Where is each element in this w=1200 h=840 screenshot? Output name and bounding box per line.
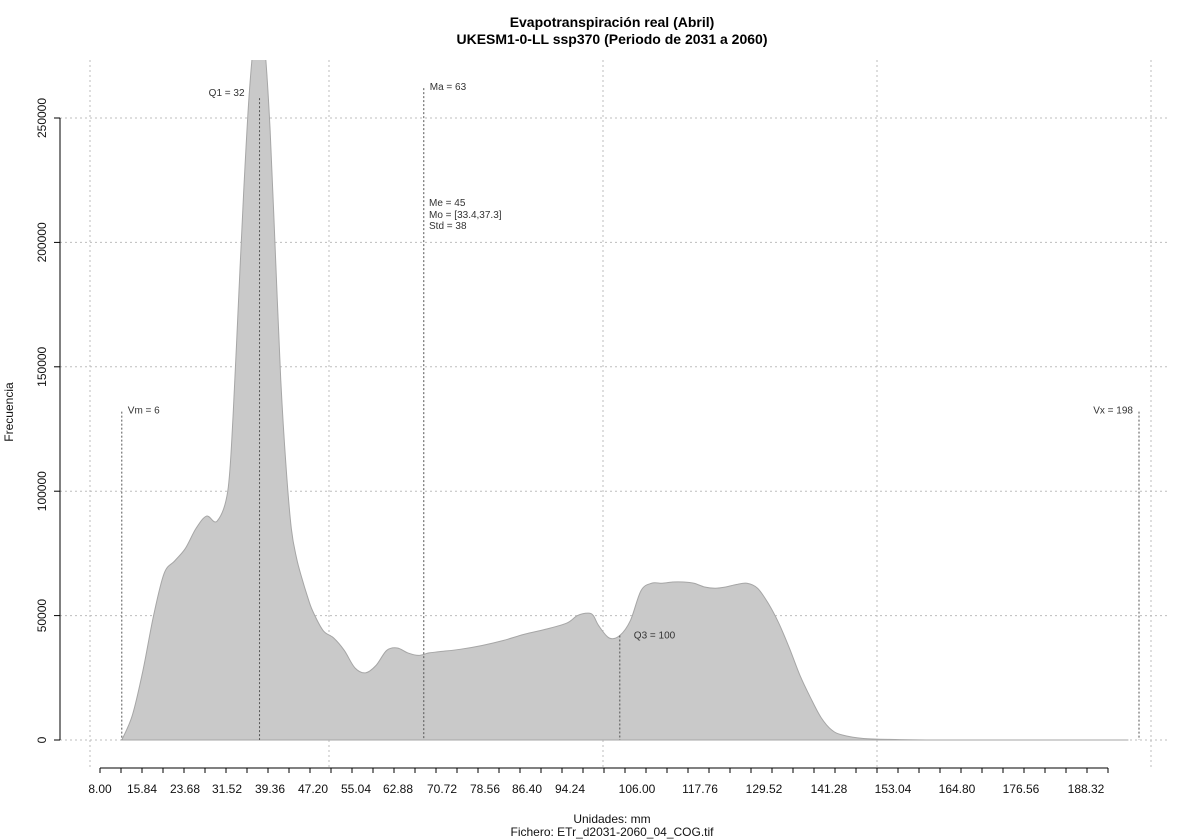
x-tick-label: 70.72 [427, 782, 457, 796]
x-tick-label: 62.88 [383, 782, 413, 796]
x-tick-label: 55.04 [341, 782, 371, 796]
x-tick-label: 164.80 [939, 782, 976, 796]
y-axis-label: Frecuencia [2, 382, 16, 442]
stat-mode: Mo = [33.4,37.3] [429, 210, 502, 221]
x-axis-label: Unidades: mm [573, 812, 650, 826]
stat-mean: Me = 45 [429, 198, 466, 209]
x-tick-label: 8.00 [88, 782, 112, 796]
y-tick-label: 150000 [35, 346, 49, 386]
x-tick-label: 86.40 [512, 782, 542, 796]
x-tick-label: 31.52 [212, 782, 242, 796]
chart-subtitle: UKESM1-0-LL ssp370 (Periodo de 2031 a 20… [457, 31, 768, 47]
chart-title: Evapotranspiración real (Abril) [510, 14, 715, 30]
x-tick-label: 78.56 [470, 782, 500, 796]
marker-label: Ma = 63 [430, 82, 467, 93]
marker-label: Q1 = 32 [209, 88, 245, 99]
y-tick-label: 200000 [35, 222, 49, 262]
x-tick-label: 141.28 [811, 782, 848, 796]
x-tick-label: 15.84 [127, 782, 157, 796]
x-tick-label: 39.36 [255, 782, 285, 796]
stat-markers: Vm = 6 Q1 = 32 Ma = 63 Q3 = 100 Vx = 198 [121, 82, 1140, 740]
marker-label: Q3 = 100 [634, 631, 676, 642]
x-tick-label: 47.20 [298, 782, 328, 796]
footer-file-label: Fichero: ETr_d2031-2060_04_COG.tif [511, 825, 715, 839]
x-tick-label: 106.00 [619, 782, 656, 796]
x-tick-label: 94.24 [555, 782, 585, 796]
x-tick-label: 153.04 [875, 782, 912, 796]
marker-label: Vx = 198 [1093, 406, 1133, 417]
y-tick-label: 50000 [35, 599, 49, 633]
density-area [121, 60, 1129, 741]
x-tick-label: 176.56 [1003, 782, 1040, 796]
marker-label: Vm = 6 [128, 406, 160, 417]
x-tick-label: 117.76 [682, 782, 718, 796]
axes: 0 50000 100000 150000 200000 250000 8.00 15.84 2… [35, 98, 1109, 796]
y-tick-label: 0 [35, 736, 49, 743]
stat-std: Std = 38 [429, 221, 467, 232]
y-tick-label: 250000 [35, 98, 49, 138]
x-tick-label: 188.32 [1068, 782, 1105, 796]
x-tick-label: 129.52 [746, 782, 783, 796]
x-tick-label: 23.68 [170, 782, 200, 796]
stats-block: Me = 45 Mo = [33.4,37.3] Std = 38 [429, 198, 502, 232]
y-tick-label: 100000 [35, 471, 49, 511]
